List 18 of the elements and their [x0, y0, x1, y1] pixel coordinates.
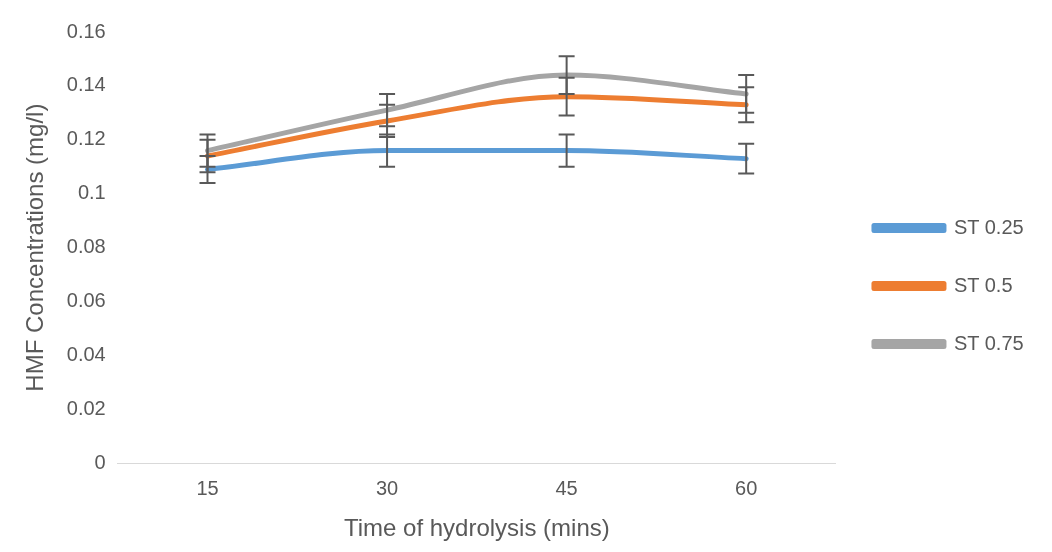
y-tick-label: 0: [94, 450, 106, 473]
y-tick-label: 0.02: [66, 396, 106, 419]
y-tick-label: 0.12: [66, 127, 106, 150]
legend-label: ST 0.25: [953, 215, 1024, 238]
x-tick-label: 15: [196, 476, 219, 499]
y-tick-label: 0.08: [66, 235, 106, 258]
y-tick-label: 0.14: [66, 73, 106, 96]
x-tick-label: 60: [735, 476, 758, 499]
legend-label: ST 0.5: [953, 273, 1013, 296]
y-tick-label: 0.06: [66, 289, 106, 312]
y-tick-label: 0.1: [77, 181, 106, 204]
y-tick-label: 0.16: [66, 19, 106, 42]
y-tick-label: 0.04: [66, 342, 106, 365]
x-tick-label: 30: [375, 476, 399, 499]
legend-label: ST 0.75: [953, 331, 1024, 354]
x-axis-title: Time of hydrolysis (mins): [343, 514, 610, 542]
x-tick-label: 45: [555, 476, 578, 499]
y-axis-title: HMF Concentrations (mg/l): [21, 103, 49, 392]
